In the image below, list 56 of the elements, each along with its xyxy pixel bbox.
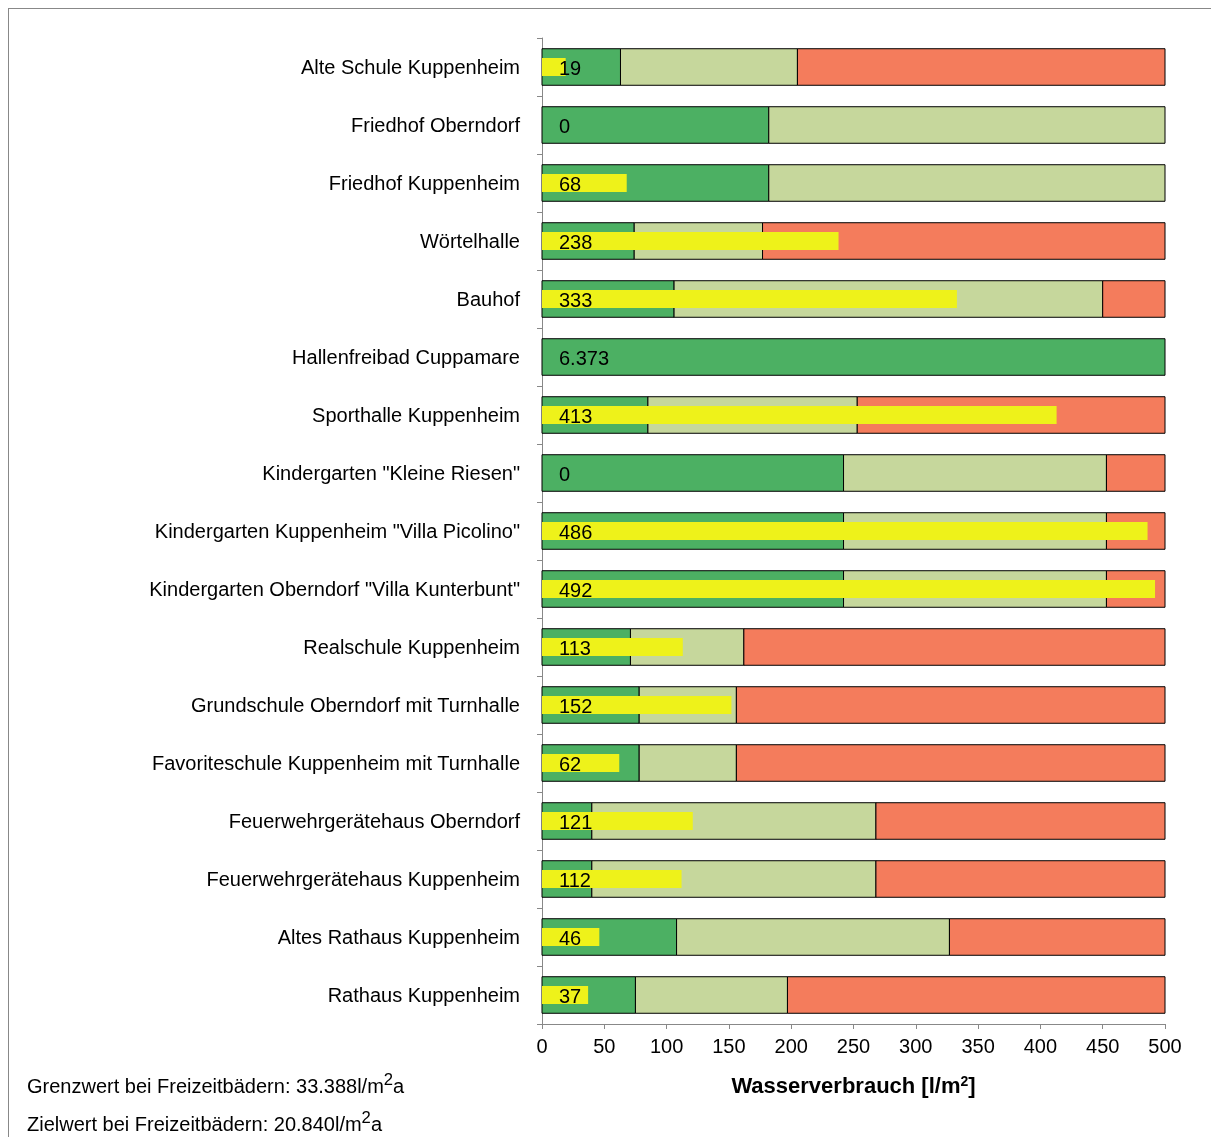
x-tick-label: 50 — [593, 1035, 616, 1057]
x-tick-label: 200 — [774, 1035, 808, 1057]
x-tick-label: 300 — [899, 1035, 933, 1057]
y-tick-label: Sporthalle Kuppenheim — [312, 404, 520, 426]
data-label: 121 — [559, 811, 593, 833]
text: 6.373 — [559, 347, 610, 369]
bar — [542, 870, 682, 888]
y-tick-label: Favoriteschule Kuppenheim mit Turnhalle — [152, 752, 520, 774]
text: Zielwert bei Freizeitbädern: 20.840l/m$^{2}$a — [27, 1106, 383, 1137]
data-label: 46 — [559, 927, 582, 949]
y-tick-label: Alte Schule Kuppenheim — [300, 56, 520, 78]
bar — [541, 338, 1166, 376]
y-tick-label: Bauhof — [456, 288, 521, 310]
x-tick-label: 0 — [536, 1035, 548, 1057]
bar — [542, 580, 1156, 598]
y-tick-label: Rathaus Kuppenheim — [327, 984, 520, 1006]
bar — [542, 406, 1057, 424]
y-tick-label: Feuerwehrgerätehaus Kuppenheim — [206, 868, 520, 890]
y-tick-label: Wörtelhalle — [419, 230, 520, 252]
data-label: 413 — [559, 405, 593, 427]
x-tick-label: 100 — [649, 1035, 684, 1057]
data-label: 68 — [559, 173, 582, 195]
data-label: 113 — [559, 637, 591, 659]
y-tick-label: Friedhof Kuppenheim — [328, 172, 520, 194]
x-tick-label: 500 — [1148, 1035, 1182, 1057]
y-tick-label: Realschule Kuppenheim — [303, 636, 520, 658]
y-tick-label: Altes Rathaus Kuppenheim — [277, 926, 520, 948]
data-label: 333 — [559, 289, 593, 311]
bar — [542, 232, 839, 250]
data-label: 112 — [559, 869, 591, 891]
bar — [542, 522, 1148, 540]
data-label: 486 — [559, 521, 593, 543]
x-tick-label: 150 — [712, 1035, 746, 1057]
y-tick-label: Friedhof Oberndorf — [351, 114, 521, 136]
data-label: 0 — [559, 115, 571, 137]
y-tick-label: Feuerwehrgerätehaus Oberndorf — [228, 810, 521, 832]
data-label: 238 — [559, 231, 593, 253]
y-tick-label: Kindergarten "Kleine Riesen" — [262, 462, 520, 484]
data-label: 62 — [559, 753, 582, 775]
y-tick-label: Kindergarten Oberndorf "Villa Kunterbunt" — [149, 578, 520, 600]
x-tick-label: 400 — [1023, 1035, 1058, 1057]
y-tick-label: Grundschule Oberndorf mit Turnhalle — [190, 694, 520, 716]
data-label: 0 — [559, 463, 571, 485]
bar — [542, 696, 732, 714]
text: Grenzwert bei Freizeitbädern: 33.388l/m$^{2}$a — [27, 1069, 405, 1099]
x-tick-label: 450 — [1086, 1035, 1120, 1057]
data-label: 152 — [559, 695, 593, 717]
x-tick-label: 350 — [961, 1035, 995, 1057]
data-label: 492 — [559, 579, 593, 601]
bar — [542, 812, 693, 830]
bar — [542, 638, 683, 656]
data-label: 37 — [559, 985, 582, 1007]
x-tick-label: 250 — [836, 1035, 871, 1057]
y-tick-label: Kindergarten Kuppenheim "Villa Picolino" — [154, 520, 520, 542]
bar — [542, 290, 957, 308]
y-tick-label: Hallenfreibad Cuppamare — [292, 346, 520, 368]
